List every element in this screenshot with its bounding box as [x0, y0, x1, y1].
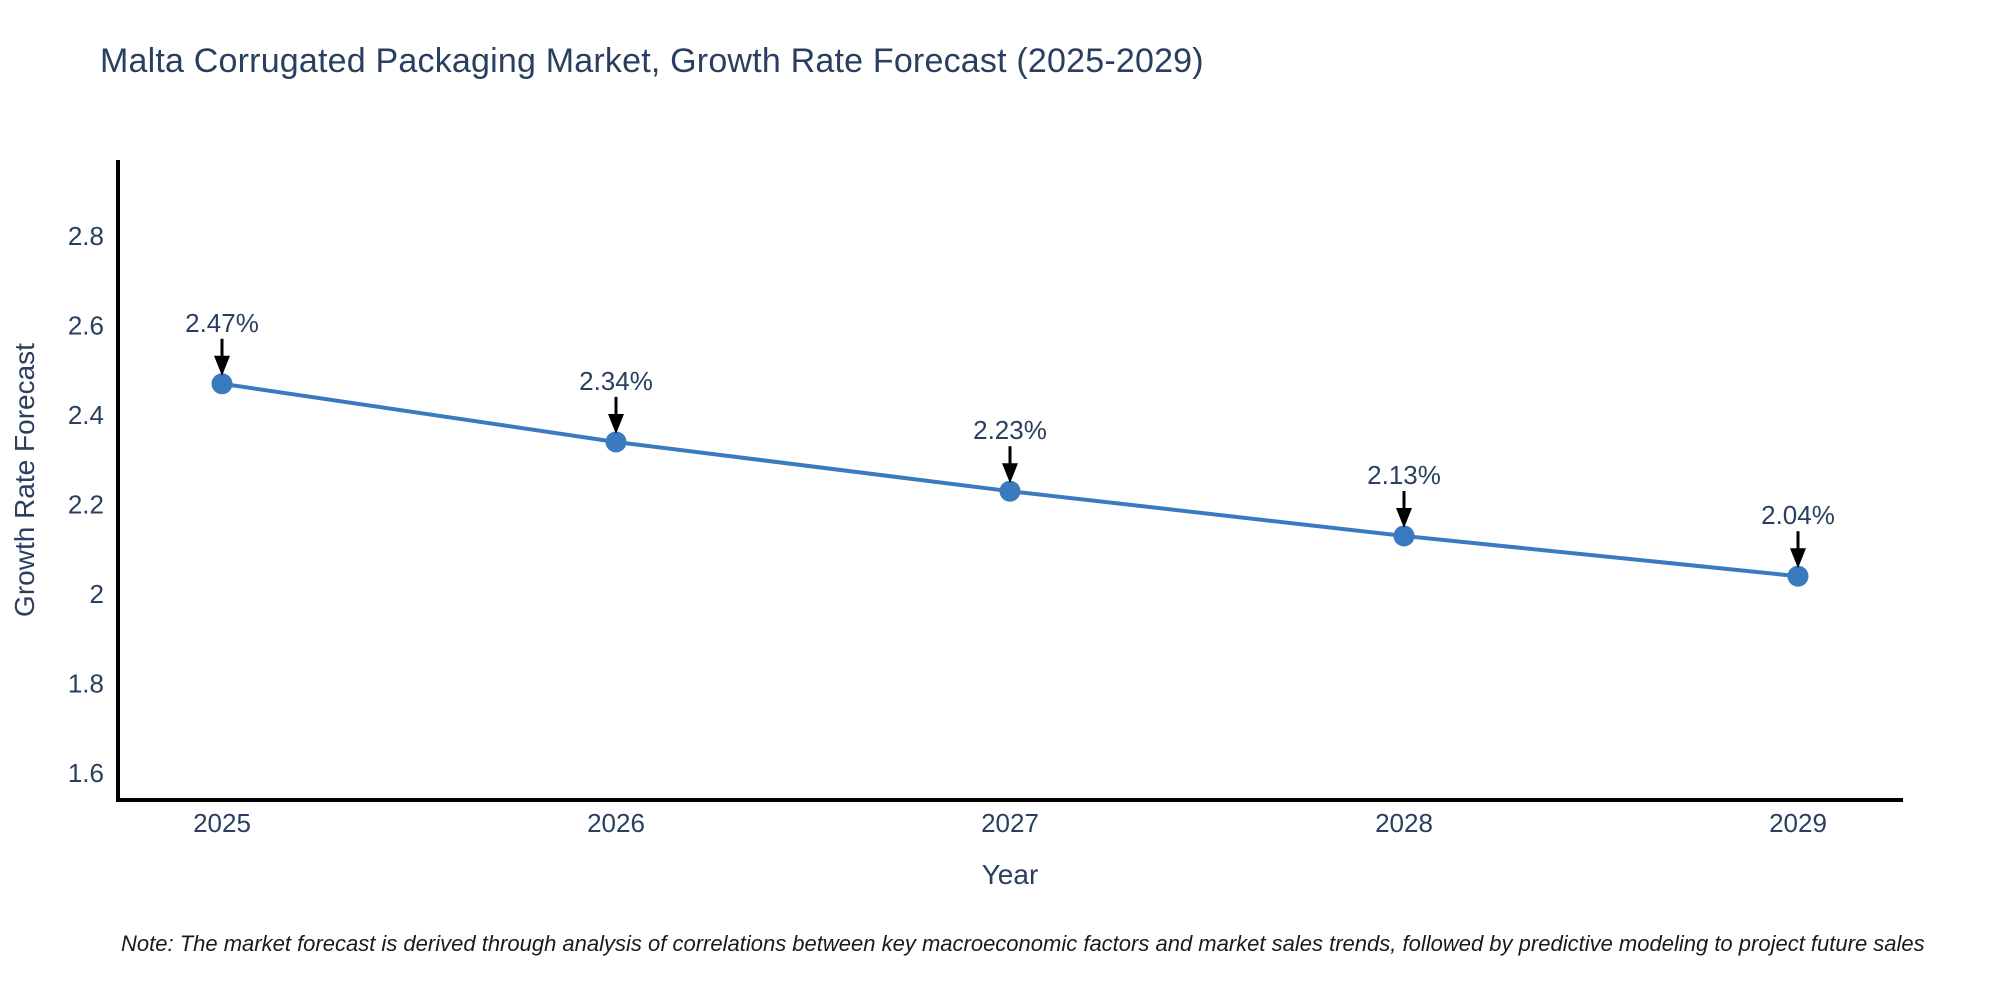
annotation-arrowhead	[608, 413, 624, 434]
point-value-label: 2.23%	[973, 415, 1047, 445]
x-tick-label: 2029	[1769, 808, 1827, 838]
point-value-label: 2.34%	[579, 366, 653, 396]
y-tick-label: 1.8	[68, 669, 104, 699]
data-point-marker[interactable]	[605, 431, 627, 453]
annotation-arrowhead	[1002, 463, 1018, 484]
annotation-arrowhead	[214, 355, 230, 376]
x-axis-title: Year	[982, 859, 1039, 890]
data-point-marker[interactable]	[1787, 565, 1809, 587]
point-value-label: 2.13%	[1367, 460, 1441, 490]
footnote: Note: The market forecast is derived thr…	[121, 931, 1925, 956]
x-tick-label: 2025	[193, 808, 251, 838]
chart-title: Malta Corrugated Packaging Market, Growt…	[100, 42, 1204, 80]
y-tick-label: 1.6	[68, 758, 104, 788]
y-tick-label: 2.8	[68, 221, 104, 251]
x-tick-label: 2028	[1375, 808, 1433, 838]
x-tick-label: 2027	[981, 808, 1039, 838]
y-tick-label: 2.4	[68, 400, 104, 430]
annotation-arrowhead	[1396, 507, 1412, 528]
data-point-marker[interactable]	[999, 480, 1021, 502]
x-tick-label: 2026	[587, 808, 645, 838]
data-point-marker[interactable]	[211, 373, 233, 395]
point-value-label: 2.04%	[1761, 500, 1835, 530]
annotation-arrowhead	[1790, 548, 1806, 569]
y-tick-label: 2.2	[68, 490, 104, 520]
y-tick-label: 2.6	[68, 311, 104, 341]
data-point-marker[interactable]	[1393, 525, 1415, 547]
y-axis-title: Growth Rate Forecast	[9, 343, 40, 617]
y-tick-label: 2	[90, 579, 104, 609]
point-value-label: 2.47%	[185, 308, 259, 338]
